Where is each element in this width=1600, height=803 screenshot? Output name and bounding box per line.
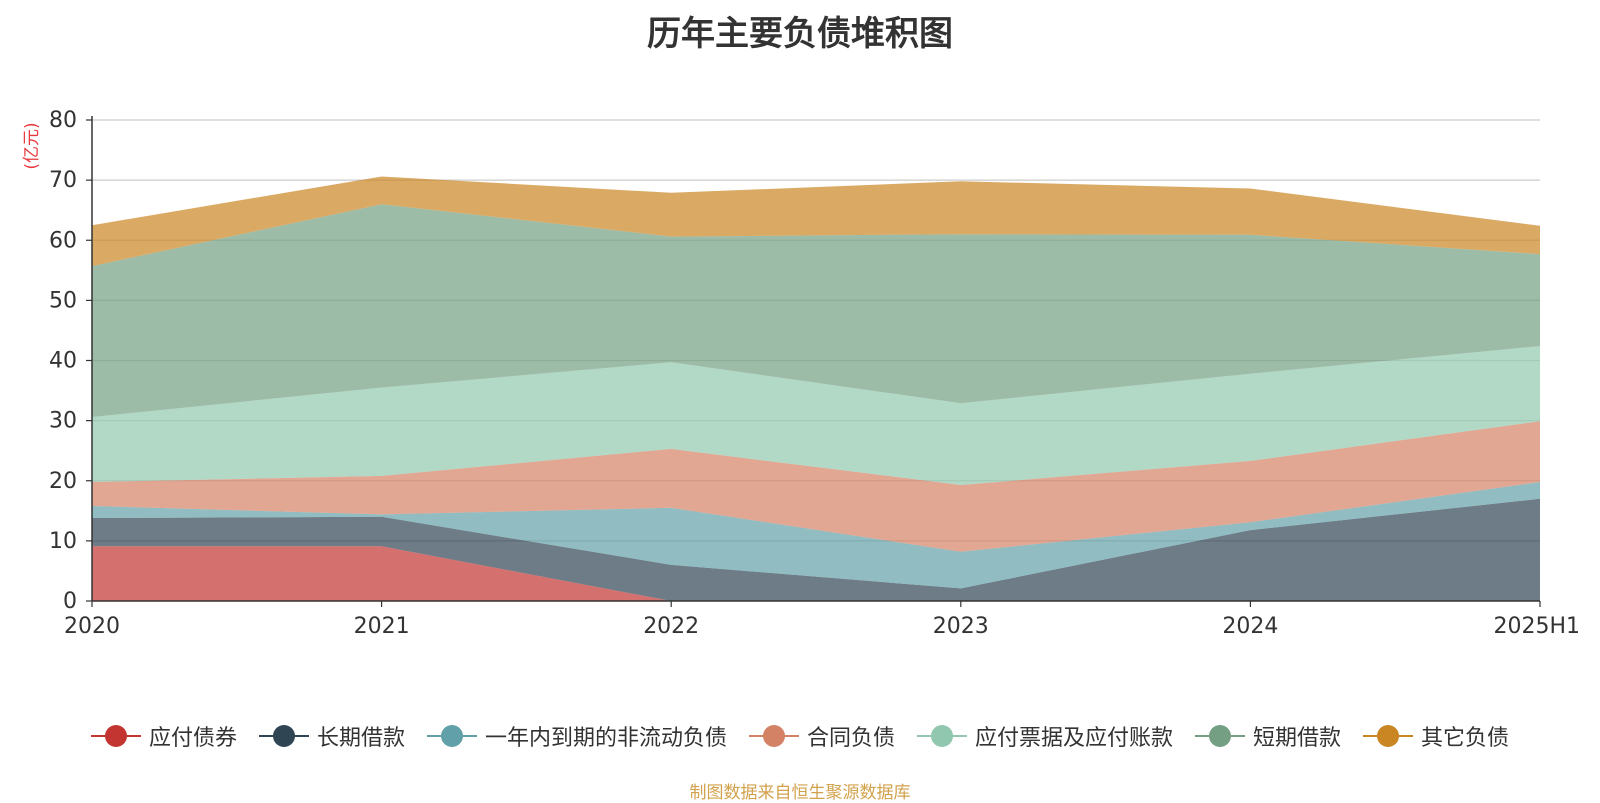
x-tick-label: 2022	[643, 614, 699, 639]
legend-dot	[931, 725, 953, 747]
x-tick-label: 2023	[933, 614, 989, 639]
legend-label: 其它负债	[1421, 726, 1510, 751]
legend-marker-icon	[1195, 724, 1246, 748]
legend-item[interactable]: 短期借款	[1195, 720, 1341, 752]
y-tick-label: 30	[49, 409, 77, 434]
legend-dot	[1209, 725, 1232, 747]
legend-dot	[1377, 725, 1400, 747]
chart-title: 历年主要负债堆积图	[647, 14, 953, 54]
x-tick-label: 2021	[354, 614, 410, 639]
legend-item[interactable]: 应付票据及应付账款	[917, 720, 1173, 752]
y-tick-label: 70	[49, 168, 77, 193]
legend-item[interactable]: 合同负债	[748, 720, 895, 752]
legend-item[interactable]: 其它负债	[1363, 720, 1509, 752]
y-tick-label: 80	[49, 108, 77, 133]
y-tick-label: 0	[63, 589, 77, 614]
y-tick-label: 50	[49, 288, 77, 313]
legend-marker-icon	[426, 724, 477, 748]
legend-dot	[762, 725, 785, 747]
legend-dot	[104, 725, 127, 747]
y-tick-label: 20	[49, 469, 77, 494]
area-series-2	[92, 482, 1540, 589]
chart-legend: 应付债券 长期借款 一年内到期的非流动负债 合同负债 应付票据及应付账款 短期借款 其它负债	[0, 718, 1600, 754]
legend-label: 短期借款	[1253, 726, 1342, 751]
legend-marker-icon	[748, 724, 799, 748]
axes	[86, 116, 1541, 607]
y-tick-label: 60	[49, 228, 77, 253]
legend-label: 合同负债	[806, 726, 895, 751]
area-series-6	[92, 176, 1540, 267]
area-series-4	[92, 346, 1540, 485]
y-axis-unit-label: (亿元)	[22, 122, 42, 169]
area-series	[92, 176, 1540, 601]
legend-dot	[440, 725, 463, 747]
source-note: 制图数据来自恒生聚源数据库	[689, 783, 911, 803]
y-tick-label: 40	[49, 349, 77, 374]
legend-item[interactable]: 应付债券	[90, 720, 237, 752]
y-tick-label: 10	[49, 529, 77, 554]
legend-item[interactable]: 长期借款	[258, 720, 405, 752]
x-tick-label: 2025H1	[1493, 614, 1580, 639]
axis-labels: 0 10 20 30 40 50 60 70 80 2020 2021 2022 2023 2024 202…	[22, 108, 1580, 639]
legend-label: 应付票据及应付账款	[975, 726, 1174, 751]
legend-marker-icon	[1363, 724, 1414, 748]
area-series-0	[92, 546, 1540, 601]
x-tick-label: 2024	[1222, 614, 1278, 639]
area-series-1	[92, 498, 1540, 601]
legend-item[interactable]: 一年内到期的非流动负债	[426, 720, 727, 752]
legend-label: 应付债券	[148, 726, 237, 751]
area-series-5	[92, 204, 1540, 417]
x-tick-label: 2020	[64, 614, 120, 639]
legend-label: 一年内到期的非流动负债	[484, 726, 727, 751]
area-series-3	[92, 421, 1540, 552]
legend-label: 长期借款	[316, 726, 405, 751]
legend-dot	[272, 725, 295, 747]
legend-marker-icon	[90, 724, 141, 748]
legend-marker-icon	[917, 724, 967, 748]
legend-marker-icon	[258, 724, 309, 748]
